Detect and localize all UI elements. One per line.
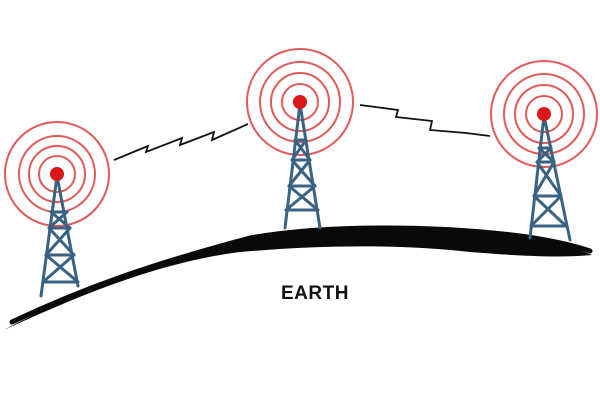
signal-rings-left [4, 121, 110, 227]
earth-ground-brush [9, 225, 593, 325]
tower-left [4, 121, 110, 298]
signal-rings-center [246, 48, 354, 156]
tower-right [490, 60, 598, 242]
signal-link-left-center [113, 123, 249, 161]
tower-structure-right [528, 114, 572, 242]
beacon-left [50, 167, 64, 181]
beacon-center [293, 95, 307, 109]
tower-structure-left [39, 174, 80, 298]
earth-label: EARTH [281, 283, 349, 304]
signal-link-center-right [359, 104, 491, 137]
tower-center [246, 48, 354, 230]
earth-ground [4, 228, 592, 330]
beacon-right [537, 107, 551, 121]
tower-structure-center [283, 102, 322, 230]
